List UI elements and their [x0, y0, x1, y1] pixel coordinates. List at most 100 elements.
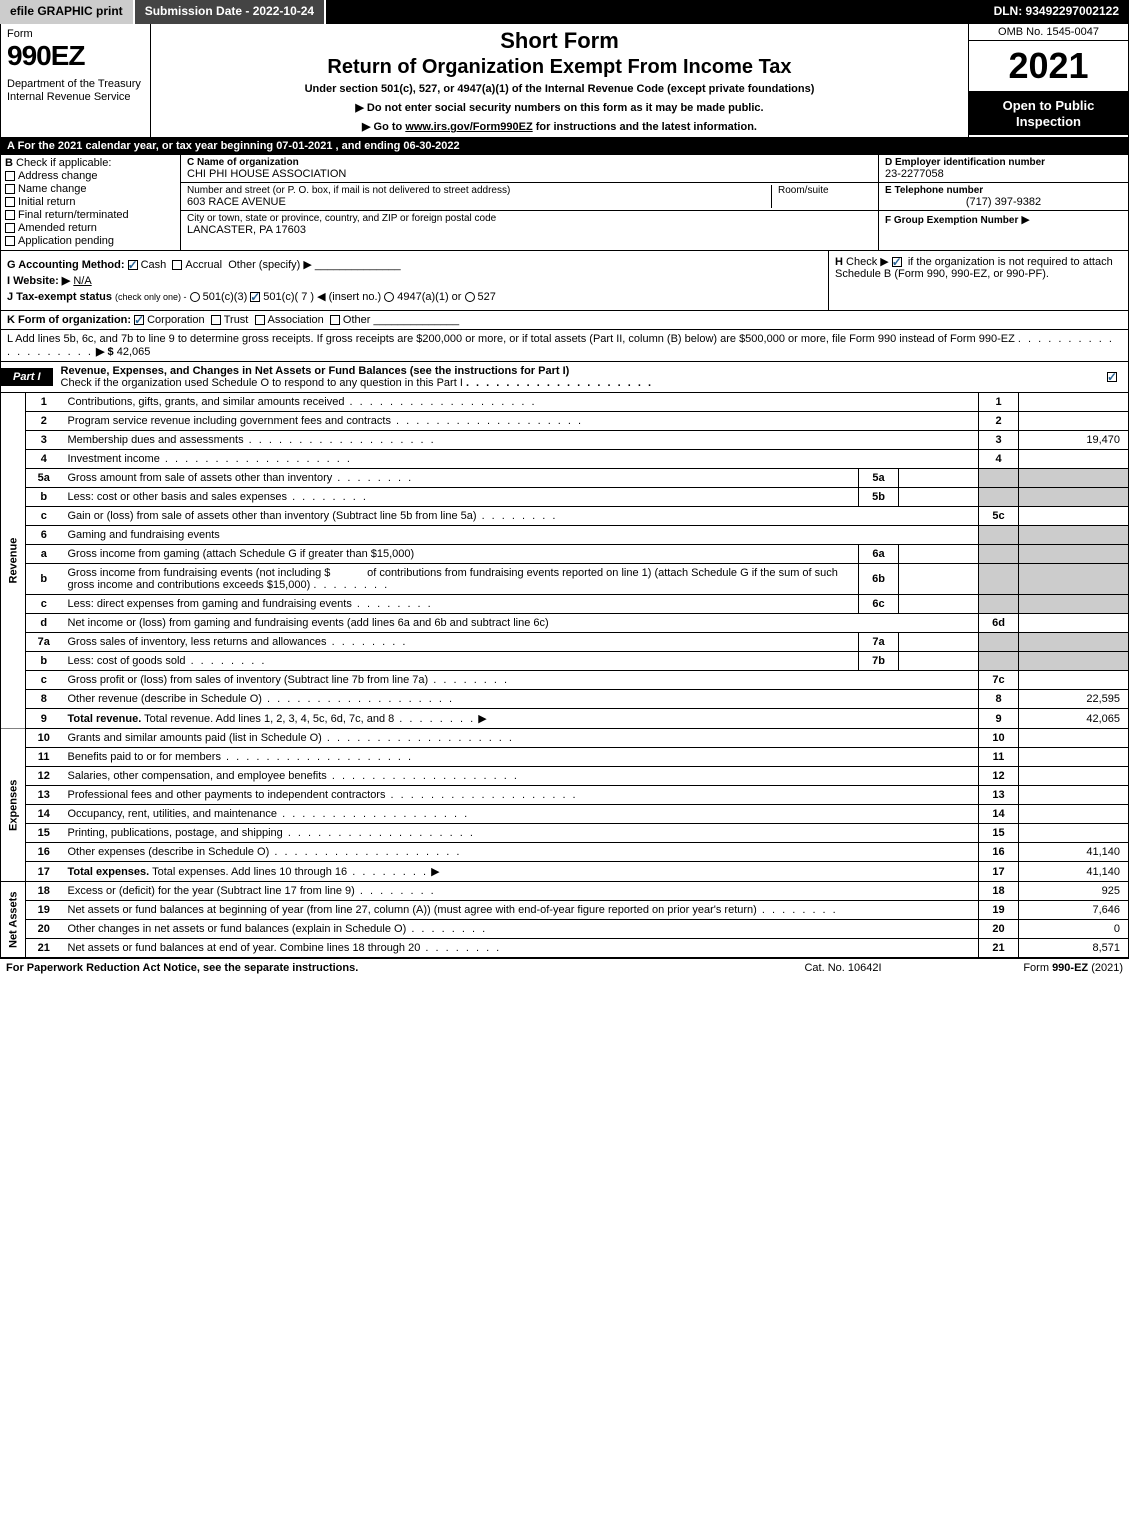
ln-ref: 6d [979, 614, 1019, 633]
open-inspection-badge: Open to Public Inspection [969, 92, 1128, 135]
line-9-val: 42,065 [1019, 709, 1129, 729]
line-18: Net Assets 18 Excess or (deficit) for th… [1, 882, 1129, 901]
dots [347, 866, 428, 878]
checkbox-address-change[interactable] [5, 171, 15, 181]
line-7c-desc: Gross profit or (loss) from sales of inv… [68, 674, 510, 686]
checkbox-corporation[interactable] [134, 315, 144, 325]
k-opt-2: Association [268, 314, 324, 326]
top-bar: efile GRAPHIC print Submission Date - 20… [0, 0, 1129, 24]
checkbox-other-org[interactable] [330, 315, 340, 325]
footer: For Paperwork Reduction Act Notice, see … [0, 958, 1129, 977]
dots [757, 904, 838, 916]
line-20: 20 Other changes in net assets or fund b… [1, 920, 1129, 939]
irs-link[interactable]: www.irs.gov/Form990EZ [405, 121, 532, 133]
line-6d: d Net income or (loss) from gaming and f… [1, 614, 1129, 633]
ln-ref: 10 [979, 729, 1019, 748]
j-opt-2: 4947(a)(1) or [397, 291, 461, 303]
ln-num: 4 [26, 450, 62, 469]
checkbox-final-return[interactable] [5, 210, 15, 220]
phone-row: E Telephone number (717) 397-9382 [879, 183, 1128, 211]
block-bcdef: B Check if applicable: Address change Na… [0, 155, 1129, 251]
line-7a-subval [899, 633, 979, 652]
line-21-val: 8,571 [1019, 939, 1129, 958]
org-name-row: C Name of organization CHI PHI HOUSE ASS… [181, 155, 878, 183]
line-16: 16 Other expenses (describe in Schedule … [1, 843, 1129, 862]
sidebar-revenue: Revenue [1, 393, 26, 729]
section-c: C Name of organization CHI PHI HOUSE ASS… [181, 155, 878, 250]
line-1-desc: Contributions, gifts, grants, and simila… [68, 396, 537, 408]
radio-501c3[interactable] [190, 292, 200, 302]
section-b: B Check if applicable: Address change Na… [1, 155, 181, 250]
line-18-desc: Excess or (deficit) for the year (Subtra… [68, 885, 355, 897]
shade [979, 595, 1019, 614]
line-2-desc: Program service revenue including govern… [68, 415, 584, 427]
line-6c-desc: Less: direct expenses from gaming and fu… [68, 598, 433, 610]
shade [979, 652, 1019, 671]
line-6a-desc: Gross income from gaming (attach Schedul… [62, 545, 859, 564]
k-label: K Form of organization: [7, 314, 131, 326]
line-5b-desc: Less: cost or other basis and sales expe… [68, 491, 368, 503]
line-7c-val [1019, 671, 1129, 690]
ln-num: b [26, 564, 62, 595]
ein-label: D Employer identification number [885, 157, 1122, 168]
ln-num: c [26, 671, 62, 690]
instr2-pre: ▶ Go to [362, 121, 405, 133]
checkbox-accrual[interactable] [172, 260, 182, 270]
line-12-desc: Salaries, other compensation, and employ… [68, 770, 519, 782]
ein-row: D Employer identification number 23-2277… [879, 155, 1128, 183]
line-6d-val [1019, 614, 1129, 633]
checkbox-application-pending[interactable] [5, 236, 15, 246]
accounting-method-line: G Accounting Method: Cash Accrual Other … [7, 258, 822, 271]
block-ghij: G Accounting Method: Cash Accrual Other … [0, 251, 1129, 311]
checkbox-schedule-o[interactable] [1107, 372, 1117, 382]
ln-ref: 12 [979, 767, 1019, 786]
ln-ref: 2 [979, 412, 1019, 431]
line-17-desc: Total expenses. Add lines 10 through 16 [152, 866, 347, 878]
j-opt-0: 501(c)(3) [203, 291, 248, 303]
line-12-val [1019, 767, 1129, 786]
radio-4947[interactable] [384, 292, 394, 302]
line-13: 13 Professional fees and other payments … [1, 786, 1129, 805]
instruction-1: ▶ Do not enter social security numbers o… [159, 101, 960, 114]
radio-527[interactable] [465, 292, 475, 302]
section-def: D Employer identification number 23-2277… [878, 155, 1128, 250]
ln-num: 17 [26, 862, 62, 882]
ein-value: 23-2277058 [885, 168, 1122, 180]
tax-exempt-line: J Tax-exempt status (check only one) - 5… [7, 290, 822, 303]
checkbox-trust[interactable] [211, 315, 221, 325]
street-row: Number and street (or P. O. box, if mail… [181, 183, 878, 211]
shade [979, 488, 1019, 507]
g-label: G Accounting Method: [7, 259, 125, 271]
checkbox-schedule-b[interactable] [892, 257, 902, 267]
section-k: K Form of organization: Corporation Trus… [0, 311, 1129, 330]
b-item-5: Application pending [18, 235, 114, 247]
dots [466, 377, 653, 389]
j-note: (check only one) - [115, 292, 187, 302]
ln-ref: 13 [979, 786, 1019, 805]
b-item-3: Final return/terminated [18, 209, 129, 221]
checkbox-amended-return[interactable] [5, 223, 15, 233]
checkbox-association[interactable] [255, 315, 265, 325]
checkbox-501c[interactable] [250, 292, 260, 302]
checkbox-initial-return[interactable] [5, 197, 15, 207]
line-5a-desc: Gross amount from sale of assets other t… [68, 472, 414, 484]
line-17: 17 Total expenses. Total expenses. Add l… [1, 862, 1129, 882]
ln-num: 3 [26, 431, 62, 450]
line-4-val [1019, 450, 1129, 469]
line-19-val: 7,646 [1019, 901, 1129, 920]
footer-catalog: Cat. No. 10642I [743, 962, 943, 974]
header-center: Short Form Return of Organization Exempt… [151, 24, 968, 137]
ln-num: a [26, 545, 62, 564]
city-row: City or town, state or province, country… [181, 211, 878, 238]
g-accrual: Accrual [185, 259, 222, 271]
shade [979, 564, 1019, 595]
phone-label: E Telephone number [885, 185, 1122, 196]
ln-num: 8 [26, 690, 62, 709]
checkbox-name-change[interactable] [5, 184, 15, 194]
checkbox-cash[interactable] [128, 260, 138, 270]
sub-ref: 5b [859, 488, 899, 507]
line-1-val [1019, 393, 1129, 412]
efile-print-button[interactable]: efile GRAPHIC print [0, 0, 135, 24]
line-6a-subval [899, 545, 979, 564]
i-label: I Website: ▶ [7, 275, 70, 287]
